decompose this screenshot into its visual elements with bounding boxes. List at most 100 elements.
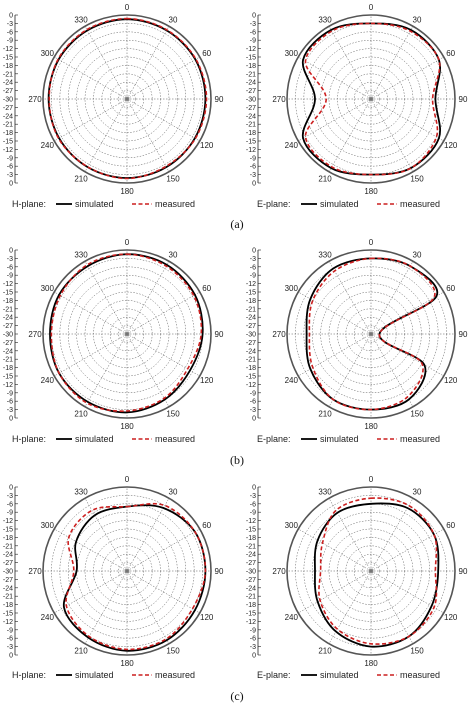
radial-tick-label: -27 — [246, 105, 256, 112]
grid-spoke — [54, 291, 128, 335]
angle-tick-label: 270 — [28, 330, 42, 339]
grid-spoke — [126, 56, 200, 100]
radial-tick-label: -27 — [246, 577, 256, 584]
radial-tick-label: -21 — [3, 71, 13, 78]
grid-spoke — [328, 261, 372, 335]
radial-tick-label: -18 — [246, 602, 256, 609]
radial-tick-label: -15 — [246, 139, 256, 146]
angle-tick-label: 150 — [166, 175, 180, 184]
radial-tick-label: -15 — [3, 611, 13, 618]
radial-tick-label: -15 — [246, 290, 256, 297]
plot-boundary-circle — [286, 249, 456, 419]
angle-tick-label: 150 — [166, 647, 180, 656]
legend-plane-label: E-plane: — [257, 434, 291, 444]
grid-spoke — [298, 98, 372, 142]
radial-tick-label: -27 — [3, 560, 13, 567]
grid-spoke — [54, 333, 128, 377]
angle-tick-label: 60 — [202, 521, 211, 530]
legend-simulated-label: simulated — [75, 670, 114, 680]
grid-spoke — [328, 26, 372, 100]
angle-tick-label: 240 — [41, 376, 55, 385]
angle-tick-label: 300 — [285, 521, 299, 530]
radial-tick-label: -18 — [246, 298, 256, 305]
grid-circle — [109, 81, 145, 117]
radial-tick-label: -21 — [3, 306, 13, 313]
grid-spoke — [84, 26, 128, 100]
angle-tick-label: 240 — [285, 141, 299, 150]
captions-layer: (a) (b) (c) — [230, 217, 244, 703]
grid-spoke — [328, 333, 372, 407]
radial-tick-label: -6 — [7, 164, 13, 171]
angle-tick-label: 330 — [318, 250, 332, 259]
radial-tick-label: -3 — [7, 172, 13, 179]
radial-tick-label: -24 — [246, 585, 256, 592]
angle-tick-label: 240 — [41, 141, 55, 150]
grid-spoke — [54, 528, 128, 572]
radial-tick-label: -30 — [246, 569, 256, 576]
radial-tick-label: 0 — [9, 416, 13, 423]
angle-tick-label: 30 — [169, 250, 178, 259]
grid-spoke — [126, 528, 200, 572]
angle-tick-label: 120 — [444, 613, 458, 622]
grid-circle — [362, 562, 380, 580]
angle-tick-label: 330 — [318, 487, 332, 496]
radial-tick-label: -30 — [246, 332, 256, 339]
radial-tick-label: -3 — [250, 493, 256, 500]
angle-tick-label: 180 — [364, 659, 378, 668]
angle-tick-label: 300 — [285, 49, 299, 58]
radial-scale: 0-3-6-9-12-15-18-21-24-27-30-27-24-21-18… — [3, 248, 18, 423]
center-marker — [368, 96, 374, 102]
radial-tick-label: -18 — [246, 63, 256, 70]
angle-tick-label: 90 — [215, 95, 224, 104]
radial-tick-label: -3 — [250, 256, 256, 263]
angle-tick-label: 150 — [166, 410, 180, 419]
grid-spoke — [328, 98, 372, 172]
angle-tick-label: 180 — [364, 422, 378, 431]
radial-tick-label: -24 — [246, 315, 256, 322]
radial-tick-label: -18 — [3, 535, 13, 542]
radial-tick-label: -6 — [7, 399, 13, 406]
grid-spoke — [126, 570, 200, 614]
radial-tick-label: -12 — [3, 147, 13, 154]
radial-tick-label: -24 — [246, 113, 256, 120]
grid-spoke — [84, 498, 128, 572]
radial-tick-label: -30 — [246, 97, 256, 104]
radial-tick-label: -24 — [246, 552, 256, 559]
radial-tick-label: -6 — [250, 501, 256, 508]
grid-spoke — [370, 26, 414, 100]
radial-tick-label: -21 — [3, 543, 13, 550]
radial-tick-label: -18 — [3, 63, 13, 70]
grid-spoke — [126, 98, 170, 172]
plot-boundary-circle — [42, 486, 212, 656]
radial-tick-label: -6 — [250, 164, 256, 171]
polar-plot-6: 03060901201501802102402703003300-3-6-9-1… — [246, 475, 468, 680]
plots-layer: 03060901201501802102402703003300-3-6-9-1… — [3, 3, 468, 680]
radial-tick-label: 0 — [9, 485, 13, 492]
grid-spoke — [370, 291, 444, 335]
series-measured-curve — [65, 502, 207, 651]
legend: E-plane: simulated measured — [257, 434, 440, 444]
angle-tick-label: 330 — [74, 15, 88, 24]
grid-circle — [353, 81, 389, 117]
radial-tick-label: -6 — [250, 264, 256, 271]
plot-boundary-circle — [286, 14, 456, 184]
radial-tick-label: 0 — [9, 181, 13, 188]
grid-spoke — [370, 498, 414, 572]
angle-tick-label: 180 — [120, 659, 134, 668]
radial-tick-label: -18 — [246, 130, 256, 137]
radial-tick-label: -3 — [7, 644, 13, 651]
legend-plane-label: E-plane: — [257, 199, 291, 209]
legend-measured-label: measured — [155, 199, 195, 209]
radial-tick-label: -27 — [3, 323, 13, 330]
grid-spoke — [370, 261, 414, 335]
grid-spoke — [370, 570, 414, 644]
series-simulated-curve — [49, 253, 204, 414]
grid-circle — [118, 562, 136, 580]
angle-tick-label: 210 — [318, 410, 332, 419]
angle-tick-label: 330 — [74, 487, 88, 496]
grid-spoke — [126, 98, 200, 142]
angle-tick-label: 240 — [41, 613, 55, 622]
radial-tick-label: -3 — [250, 407, 256, 414]
radial-tick-label: -15 — [3, 374, 13, 381]
